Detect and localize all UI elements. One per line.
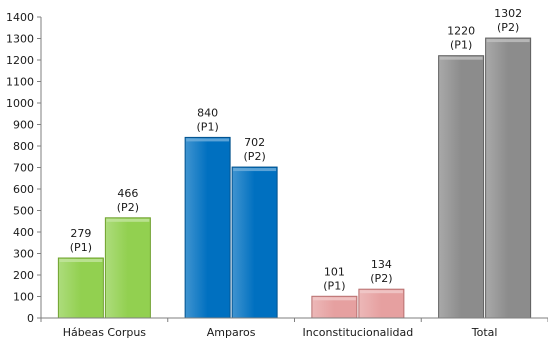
data-label-value: 840 (197, 106, 218, 119)
bar-top-highlight (59, 259, 103, 263)
y-tick-label: 200 (13, 269, 34, 282)
y-tick-label: 300 (13, 248, 34, 261)
data-labels: 279(P1)466(P2)840(P1)702(P2)101(P1)134(P… (70, 7, 522, 292)
bar-top-highlight (233, 168, 277, 172)
y-tick-label: 900 (13, 119, 34, 132)
bar-amparos-p2 (231, 166, 278, 319)
bar-h-beas-corpus-p1 (57, 257, 104, 319)
data-label-series: (P1) (70, 241, 92, 254)
data-label-series: (P1) (323, 279, 345, 292)
bar-top-highlight (106, 218, 150, 222)
bar-top-highlight (439, 56, 483, 60)
data-label-value: 702 (244, 136, 265, 149)
y-tick-label: 100 (13, 291, 34, 304)
bar-total-p2 (485, 37, 532, 319)
y-tick-label: 1300 (6, 33, 34, 46)
y-tick-label: 1000 (6, 97, 34, 110)
y-tick-label: 800 (13, 140, 34, 153)
bars (57, 37, 532, 319)
y-tick-label: 1200 (6, 54, 34, 67)
bar-top-highlight (186, 138, 230, 142)
data-label-series: (P1) (197, 120, 219, 133)
data-label-series: (P2) (117, 201, 139, 214)
x-category-label: Hábeas Corpus (63, 326, 147, 339)
y-axis: 0 100 200 300 400 500 600 700 800 900 1000 1100 1200… (6, 11, 42, 325)
bar-top-highlight (359, 290, 403, 294)
x-category-label: Amparos (207, 326, 256, 339)
y-tick-label: 400 (13, 226, 34, 239)
data-label-value: 1220 (447, 25, 475, 38)
y-tick-label: 700 (13, 162, 34, 175)
data-label-value: 101 (324, 265, 345, 278)
data-label-value: 279 (70, 227, 91, 240)
bar-top-highlight (312, 297, 356, 301)
bar-total-p1 (438, 55, 485, 319)
bar-top-highlight (486, 39, 530, 43)
x-axis: Hábeas Corpus Amparos Inconstitucionalidad… (40, 317, 548, 339)
y-tick-label: 1400 (6, 11, 34, 24)
x-category-label: Inconstitucionalidad (303, 326, 414, 339)
data-label-series: (P1) (450, 39, 472, 52)
bar-h-beas-corpus-p2 (104, 217, 151, 319)
data-label-value: 134 (371, 258, 392, 271)
x-category-label: Total (471, 326, 498, 339)
bar-inconstitucionalidad-p2 (358, 288, 405, 319)
data-label-series: (P2) (370, 272, 392, 285)
data-label-value: 1302 (494, 7, 522, 20)
data-label-series: (P2) (497, 21, 519, 34)
y-tick-label: 0 (27, 312, 34, 325)
data-label-value: 466 (117, 187, 138, 200)
bar-amparos-p1 (184, 136, 231, 319)
y-tick-label: 500 (13, 205, 34, 218)
data-label-series: (P2) (244, 150, 266, 163)
y-tick-label: 1100 (6, 76, 34, 89)
y-tick-label: 600 (13, 183, 34, 196)
